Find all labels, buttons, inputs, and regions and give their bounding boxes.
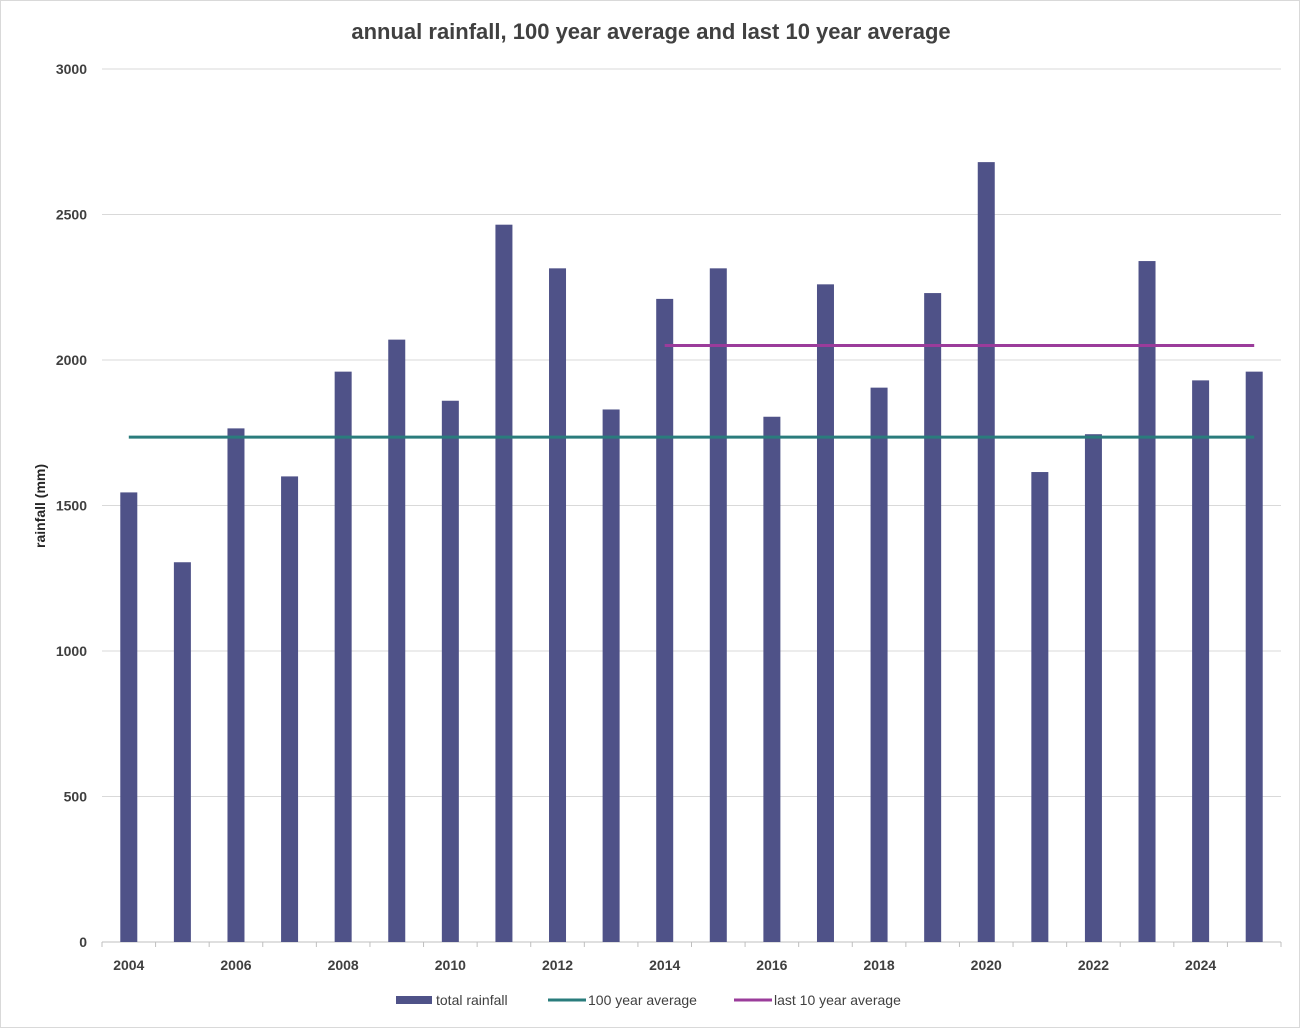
bar-2007 [281,476,299,942]
legend-item-last-10-year-average: last 10 year average [734,992,901,1008]
bar-2023 [1138,261,1156,942]
x-tick-label: 2020 [971,957,1002,973]
x-tick-label: 2006 [220,957,251,973]
bar-2024 [1192,380,1210,942]
x-axis-ticks: 2004 2006 2008 2010 2012 2014 2016 2018 2020 2022… [101,942,1282,973]
legend-item-total-rainfall: total rainfall [396,992,508,1008]
y-tick-label: 500 [64,789,88,805]
bar-2022 [1084,434,1102,942]
legend-label: total rainfall [436,992,508,1008]
bar-2021 [1031,472,1049,942]
y-tick-label: 1000 [56,643,87,659]
y-tick-label: 3000 [56,61,87,77]
average-lines [128,343,1255,439]
bar-2020 [977,162,995,942]
bar-2006 [227,428,245,942]
x-tick-label: 2008 [328,957,359,973]
bar-2014 [656,298,674,942]
x-tick-label: 2024 [1185,957,1216,973]
bar-2010 [441,400,459,942]
bar-2019 [924,293,942,942]
legend-swatch [396,996,432,1004]
bar-2016 [763,416,781,942]
y-tick-label: 2000 [56,352,87,368]
x-tick-label: 2004 [113,957,144,973]
x-tick-label: 2018 [863,957,894,973]
y-axis-label: rainfall (mm) [32,464,48,548]
bars [120,162,1263,943]
gridlines [102,68,1281,943]
y-tick-label: 1500 [56,498,87,514]
x-tick-label: 2016 [756,957,787,973]
y-tick-label: 2500 [56,207,87,223]
bar-2018 [870,387,888,942]
bar-2004 [120,492,138,942]
x-tick-label: 2010 [435,957,466,973]
legend-label: 100 year average [588,992,697,1008]
chart-title: annual rainfall, 100 year average and la… [351,19,950,44]
legend-item-100-year-average: 100 year average [548,992,697,1008]
bar-2008 [334,371,352,942]
bar-2011 [495,224,513,942]
x-tick-label: 2014 [649,957,680,973]
bar-2012 [549,268,567,943]
legend-label: last 10 year average [774,992,901,1008]
x-tick-label: 2012 [542,957,573,973]
y-axis-ticks: 0 500 1000 1500 2000 2500 3000 [56,61,87,950]
x-tick-label: 2022 [1078,957,1109,973]
bar-2009 [388,339,406,942]
bar-2015 [709,268,727,943]
bar-2005 [173,562,191,942]
legend: total rainfall 100 year average last 10 ye… [396,992,901,1008]
bar-2025 [1245,371,1263,942]
y-tick-label: 0 [79,934,87,950]
bar-2017 [816,284,834,943]
bar-2013 [602,409,620,943]
